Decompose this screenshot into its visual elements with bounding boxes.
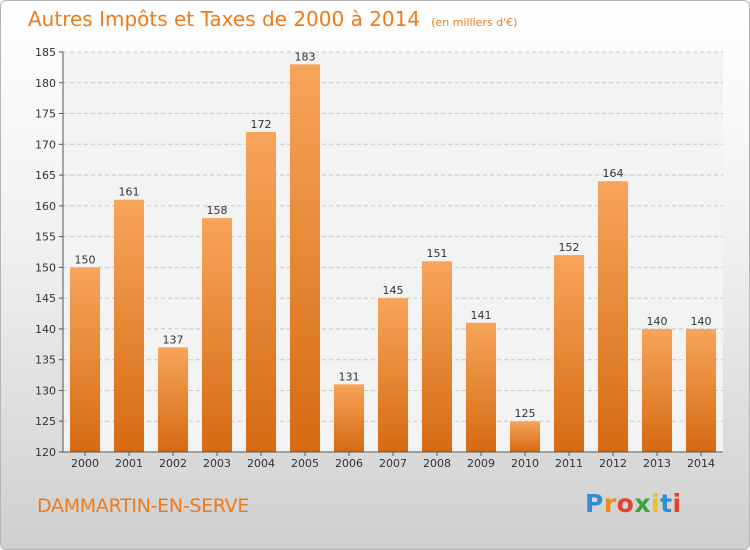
x-tick-label-2013: 2013 (643, 457, 671, 470)
x-tick-label-2011: 2011 (555, 457, 583, 470)
bar-2011 (554, 255, 584, 452)
data-label-2004: 172 (251, 118, 272, 131)
logo-letter: o (616, 489, 635, 518)
data-label-2005: 183 (295, 50, 316, 63)
x-tick-label-2008: 2008 (423, 457, 451, 470)
y-tick-label: 145 (35, 292, 56, 305)
title-row: Autres Impôts et Taxes de 2000 à 2014 (e… (28, 7, 517, 31)
data-label-2001: 161 (119, 186, 140, 199)
bar-2006 (334, 384, 364, 452)
bar-2001 (114, 199, 144, 452)
bar-2007 (378, 298, 408, 452)
x-tick-label-2004: 2004 (247, 457, 275, 470)
y-tick-label: 155 (35, 231, 56, 244)
data-label-2006: 131 (339, 370, 360, 383)
logo-letter: i (672, 489, 682, 518)
logo-letter: x (634, 489, 651, 518)
data-label-2010: 125 (515, 407, 536, 420)
bar-2000 (70, 267, 100, 452)
bar-2005 (290, 64, 320, 453)
x-tick-label-2010: 2010 (511, 457, 539, 470)
data-label-2002: 137 (163, 333, 184, 346)
bar-2008 (422, 261, 452, 452)
x-tick-label-2012: 2012 (599, 457, 627, 470)
y-tick-label: 120 (35, 446, 56, 459)
y-tick-label: 140 (35, 323, 56, 336)
x-tick-label-2005: 2005 (291, 457, 319, 470)
bar-2013 (642, 328, 672, 452)
data-label-2014: 140 (691, 315, 712, 328)
bar-2003 (202, 218, 232, 452)
y-tick-label: 150 (35, 261, 56, 274)
bar-2004 (246, 132, 276, 452)
data-label-2011: 152 (559, 241, 580, 254)
x-tick-label-2006: 2006 (335, 457, 363, 470)
bars (70, 64, 716, 453)
proxiti-logo[interactable]: Proxiti (585, 489, 682, 518)
commune-name: DAMMARTIN-EN-SERVE (37, 495, 250, 517)
y-tick-label: 130 (35, 384, 56, 397)
y-ticks: 120 125 130 135 140 145 150 155 160 165 170 175 180 1… (35, 46, 63, 459)
unit-note: (en milliers d'€) (431, 16, 518, 29)
y-tick-label: 175 (35, 108, 56, 121)
bar-2012 (598, 181, 628, 452)
x-tick-label-2007: 2007 (379, 457, 407, 470)
logo-letter: i (651, 489, 661, 518)
y-tick-label: 180 (35, 77, 56, 90)
bar-2010 (510, 421, 540, 452)
data-label-2012: 164 (603, 167, 624, 180)
data-labels: 150 161 137 158 172 183 131 145 151 141 125 152 164 1… (75, 50, 712, 420)
y-tick-label: 165 (35, 169, 56, 182)
y-tick-label: 160 (35, 200, 56, 213)
bar-2009 (466, 322, 496, 452)
data-label-2003: 158 (207, 204, 228, 217)
data-label-2009: 141 (471, 309, 492, 322)
x-tick-label-2001: 2001 (115, 457, 143, 470)
data-label-2007: 145 (383, 284, 404, 297)
y-tick-label: 170 (35, 138, 56, 151)
bar-2002 (158, 347, 188, 452)
logo-letter: P (585, 489, 604, 518)
y-tick-label: 185 (35, 46, 56, 59)
x-tick-label-2002: 2002 (159, 457, 187, 470)
data-label-2000: 150 (75, 253, 96, 266)
logo-letter: r (603, 489, 617, 518)
data-label-2008: 151 (427, 247, 448, 260)
logo-letter: t (660, 489, 673, 518)
x-tick-label-2014: 2014 (687, 457, 715, 470)
data-label-2013: 140 (647, 315, 668, 328)
y-tick-label: 125 (35, 415, 56, 428)
x-ticks: 2000 2001 2002 2003 2004 2005 2006 2007 2008 2009… (71, 452, 715, 470)
bar-2014 (686, 328, 716, 452)
y-tick-label: 135 (35, 354, 56, 367)
x-tick-label-2003: 2003 (203, 457, 231, 470)
chart-title: Autres Impôts et Taxes de 2000 à 2014 (28, 7, 421, 31)
x-tick-label-2009: 2009 (467, 457, 495, 470)
x-tick-label-2000: 2000 (71, 457, 99, 470)
